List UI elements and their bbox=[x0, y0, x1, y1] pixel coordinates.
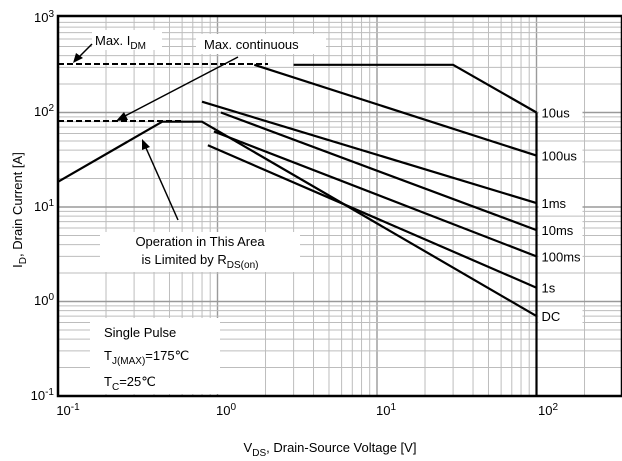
soa-line-1s bbox=[207, 144, 537, 289]
plot-border bbox=[56, 14, 622, 398]
series-label-box bbox=[538, 247, 583, 266]
max-idm-arrow bbox=[77, 43, 93, 59]
y-tick-label: 101 bbox=[34, 198, 54, 214]
y-tick-label: 102 bbox=[34, 103, 54, 119]
conditions-line3: TC=25℃ bbox=[104, 374, 156, 393]
series-labels-group: 10us 100us 1ms 10ms 100ms 1s DC bbox=[538, 103, 583, 326]
series-label: 10ms bbox=[542, 223, 574, 238]
x-tick-label: 102 bbox=[538, 402, 558, 418]
x-tick-label: 100 bbox=[216, 402, 236, 418]
max-continuous-label: Max. continuous bbox=[204, 37, 299, 52]
conditions-line2: TJ(MAX)=175℃ bbox=[104, 348, 189, 367]
region-label-line2: is Limited by RDS(on) bbox=[142, 252, 259, 271]
series-label-box bbox=[538, 146, 583, 165]
soa-line-DC bbox=[57, 120, 538, 318]
region-arrow bbox=[145, 147, 179, 221]
max-continuous-arrowhead bbox=[116, 112, 128, 121]
max-idm-label: Max. IDM bbox=[95, 33, 146, 52]
series-label-box bbox=[538, 221, 583, 240]
soa-line-100us bbox=[253, 63, 537, 157]
y-axis-title: ID, Drain Current [A] bbox=[10, 152, 29, 268]
conditions-box bbox=[90, 318, 220, 394]
series-label-box bbox=[538, 278, 583, 297]
soa-line-1ms bbox=[201, 100, 537, 205]
series-label-box bbox=[538, 103, 583, 122]
series-label: 1s bbox=[542, 281, 556, 296]
max-continuous-arrow bbox=[122, 56, 239, 118]
y-tick-label: 103 bbox=[34, 9, 54, 25]
soa-line-10ms bbox=[220, 111, 537, 232]
y-tick-label: 10-1 bbox=[31, 387, 55, 403]
x-axis-title: VDS, Drain-Source Voltage [V] bbox=[244, 440, 417, 459]
series-label: DC bbox=[542, 309, 561, 324]
x-tick-label: 10-1 bbox=[56, 402, 80, 418]
series-label-box bbox=[538, 307, 583, 326]
region-label-line1: Operation in This Area bbox=[135, 234, 265, 249]
soa-line-100ms bbox=[213, 130, 537, 258]
series-label: 10us bbox=[542, 106, 571, 121]
max-continuous-label-box bbox=[196, 34, 326, 54]
max-idm-label-box bbox=[92, 30, 162, 50]
x-tick-label: 101 bbox=[376, 402, 396, 418]
soa-line-10us bbox=[293, 63, 538, 114]
series-label: 100us bbox=[542, 149, 578, 164]
series-label: 1ms bbox=[542, 196, 567, 211]
max-idm-arrowhead bbox=[73, 53, 83, 63]
conditions-line1: Single Pulse bbox=[104, 325, 176, 340]
y-tick-label: 100 bbox=[34, 292, 54, 308]
region-label-box bbox=[100, 232, 300, 272]
region-arrowhead bbox=[142, 139, 150, 150]
series-group bbox=[57, 63, 538, 396]
series-label: 100ms bbox=[542, 249, 582, 264]
series-label-box bbox=[538, 194, 583, 213]
